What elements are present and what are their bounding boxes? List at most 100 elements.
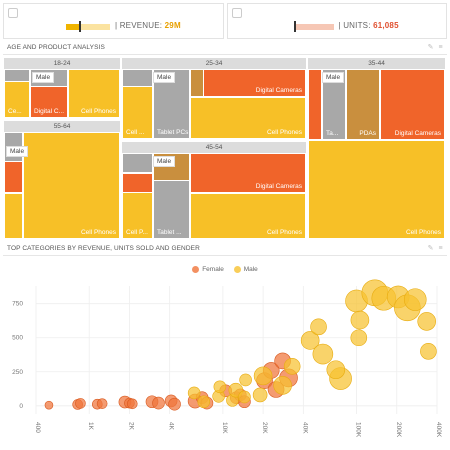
group-title: 55-64 [4,121,120,132]
x-tick-label: 20K [261,422,268,434]
tile-pdas[interactable]: PDAs [346,69,380,140]
edit-icon[interactable]: ✎ [427,245,434,252]
tile-gray[interactable] [122,69,153,87]
treemap-group-18-24[interactable]: 18-24 Ce... Digital C... Cell Phones Mal… [4,58,120,118]
bubble-chart[interactable]: 400 1K 2K 4K 10K 20K 40K 100K 200K 400K 0 250 500 750 [0,278,450,450]
bubble-female[interactable] [75,398,86,409]
units-bar-marker [293,21,296,32]
legend-dot [233,266,241,273]
x-tick-label: 10K [221,422,228,434]
tile-cell-phones[interactable]: Cell Phones [23,132,120,239]
tile-cell-phones[interactable]: Cell Phones [190,97,306,139]
tile-cell-phones[interactable]: Cell Phones [68,69,120,118]
group-title: 25-34 [122,58,306,69]
bubble-male[interactable] [420,343,437,360]
bubble-female[interactable] [168,397,181,411]
units-value: 61,085 [373,21,399,30]
x-tick-label: 400 [34,422,41,433]
bubble-male[interactable] [312,343,334,365]
legend-label: Female [202,266,224,274]
x-tick-label: 200K [395,422,402,438]
tile-digital-cameras[interactable]: Digital Cameras [190,69,306,97]
gender-tag: Male [153,156,176,167]
x-tick-label: 40K [301,422,308,434]
gender-tag: Male [322,72,345,83]
group-title: 18-24 [4,58,120,69]
tile-digital-cameras[interactable]: Digital Cameras [380,69,445,140]
kpi-checkbox[interactable] [8,8,18,18]
tile-digital-cameras[interactable] [122,173,153,193]
tile-digital-cameras[interactable] [4,161,23,193]
revenue-label: | REVENUE: [115,21,163,30]
bubble-female[interactable] [126,398,138,410]
y-tick-label: 500 [12,335,23,342]
revenue-bar-track [80,24,110,30]
bubble-male[interactable] [403,288,427,311]
scatter-panel-header: TOP CATEGORIES BY REVENUE, UNITS SOLD AN… [3,243,447,256]
bubble-male[interactable] [252,387,268,403]
kpi-revenue[interactable]: | REVENUE: 29M [3,3,224,39]
tile-digital-cameras[interactable]: Digital C... [30,86,68,118]
tile-cell-phones[interactable] [4,193,23,239]
scatter-panel-title: TOP CATEGORIES BY REVENUE, UNITS SOLD AN… [7,245,200,252]
bubble-male[interactable] [326,360,346,380]
bubble-female[interactable] [96,398,108,409]
legend-item-female[interactable]: Female [192,266,224,273]
kpi-row: | REVENUE: 29M | UNITS: 61,085 [3,3,447,39]
group-title: 45-54 [122,142,306,153]
bubble-male[interactable] [187,386,201,400]
group-title: 35-44 [308,58,445,69]
bubble-male[interactable] [350,329,368,347]
x-tick-label: 100K [355,422,362,438]
gender-tag: Male [153,72,176,83]
revenue-bar-marker [79,21,81,32]
bubble-male[interactable] [197,395,211,409]
tile-cell-phones[interactable]: Cell Phones [190,193,306,239]
legend-dot [192,266,200,273]
treemap-group-25-34[interactable]: 25-34 Cell ... Tablet PCs Digital Camera… [122,58,306,139]
bubble-male[interactable] [300,331,320,350]
treemap-group-35-44[interactable]: 35-44 Ta... PDAs Digital Cameras Cell Ph… [308,58,445,239]
tile-gray[interactable] [122,153,153,173]
tile-digital-cameras[interactable]: Digital Cameras [190,153,306,193]
treemap-group-55-64[interactable]: 55-64 Cell Phones Male [4,121,120,239]
x-tick-label: 2K [127,422,134,431]
tile-pdas[interactable] [190,69,204,97]
legend-label: Male [243,266,258,274]
edit-icon[interactable]: ✎ [427,44,434,51]
menu-icon[interactable]: ≡ [438,44,443,51]
chart-legend: Female Male [0,266,450,273]
treemap-panel-title: AGE AND PRODUCT ANALYSIS [7,44,105,51]
bubble-male[interactable] [238,390,251,404]
units-label: | UNITS: [338,21,371,30]
y-tick-label: 0 [19,403,23,410]
y-tick-label: 750 [12,301,23,308]
menu-icon[interactable]: ≡ [438,245,443,252]
x-tick-label: 4K [168,422,175,431]
bubble-male[interactable] [239,373,252,387]
tile-gray[interactable] [4,69,30,82]
bubble-male[interactable] [417,312,437,331]
y-tick-label: 250 [12,369,23,376]
bubble-male[interactable] [310,318,327,336]
tile-digital-cameras[interactable] [308,69,322,140]
gender-tag: Male [32,72,55,83]
kpi-checkbox[interactable] [231,8,242,18]
bubble-male[interactable] [213,380,227,394]
bubble-male[interactable] [283,358,301,375]
treemap-panel-header: AGE AND PRODUCT ANALYSIS ✎ ≡ [3,42,447,55]
kpi-units[interactable]: | UNITS: 61,085 [226,3,447,39]
revenue-value: 29M [164,21,181,30]
bubble-female[interactable] [44,400,54,410]
units-bar-track [295,24,334,30]
legend-item-male[interactable]: Male [233,266,258,274]
x-tick-label: 400K [435,422,442,438]
tile-cell-phones[interactable]: Cell Phones [308,140,445,239]
x-tick-label: 1K [87,422,94,431]
bubble-male[interactable] [273,376,292,395]
bubble-male[interactable] [350,310,370,330]
bubble-male[interactable] [253,366,273,386]
gender-tag: Male [6,146,29,157]
treemap-group-45-54[interactable]: 45-54 Cell P... Tablet ... Digital Camer… [122,142,306,239]
bubble-female[interactable] [152,396,165,410]
